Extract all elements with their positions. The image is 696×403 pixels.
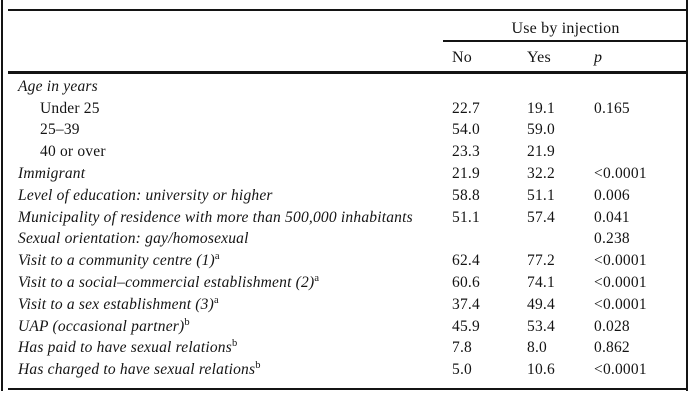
table-row: UAP (occasional partner)b 45.9 53.4 0.02… (0, 316, 696, 338)
row-label-text: Under 25 (40, 99, 100, 117)
row-label: Level of education: university or higher (18, 187, 273, 205)
table-row: Has charged to have sexual relationsb 5.… (0, 359, 696, 381)
cell-no: 37.4 (452, 295, 480, 313)
table-row: Under 25 22.7 19.1 0.165 (0, 98, 696, 120)
row-label-text: Has charged to have sexual relations (18, 361, 256, 379)
right-border-line (686, 0, 688, 391)
cell-p: <0.0001 (594, 252, 647, 270)
cell-yes: 77.2 (527, 252, 555, 270)
row-label-text: UAP (occasional partner) (18, 317, 185, 335)
cell-yes: 21.9 (527, 143, 555, 161)
row-footnote-marker: b (231, 338, 238, 350)
row-label: Municipality of residence with more than… (18, 209, 413, 227)
row-label-text: Visit to a community centre (1) (18, 252, 215, 270)
column-header-p: p (594, 49, 603, 66)
table-row: Age in years (0, 76, 696, 98)
cell-no: 60.6 (452, 274, 480, 292)
row-label: Visit to a social–commercial establishme… (18, 272, 320, 292)
row-label: Age in years (18, 78, 98, 96)
cell-p: 0.028 (594, 317, 630, 335)
row-label-text: 40 or over (40, 143, 106, 161)
row-label-text: Has paid to have sexual relations (18, 339, 232, 357)
header-bottom-rule (8, 71, 688, 74)
table-row: Sexual orientation: gay/homosexual 0.238 (0, 229, 696, 251)
cell-p: <0.0001 (594, 361, 647, 379)
table-body: Age in years Under 25 22.7 19.1 0.165 25… (0, 76, 696, 382)
row-label: Sexual orientation: gay/homosexual (18, 230, 249, 248)
cell-yes: 19.1 (527, 99, 555, 117)
cell-no: 23.3 (452, 143, 480, 161)
cell-p: <0.0001 (594, 295, 647, 313)
cell-p: 0.041 (594, 208, 630, 226)
cell-no: 22.7 (452, 99, 480, 117)
spanner-header: Use by injection (511, 20, 620, 37)
cell-no: 58.8 (452, 186, 480, 204)
table-row: Visit to a social–commercial establishme… (0, 272, 696, 294)
column-header-no: No (452, 49, 472, 66)
table-row: Visit to a community centre (1)a 62.4 77… (0, 250, 696, 272)
row-label: 25–39 (40, 121, 80, 139)
row-footnote-marker: b (184, 316, 190, 328)
cell-yes: 32.2 (527, 165, 555, 183)
row-label-text: 25–39 (40, 121, 80, 139)
row-footnote-marker: a (213, 294, 219, 306)
cell-no: 21.9 (452, 165, 480, 183)
cell-no: 5.0 (452, 361, 472, 379)
row-label: Under 25 (40, 100, 100, 118)
cell-no: 62.4 (452, 252, 480, 270)
cell-yes: 8.0 (527, 339, 547, 357)
column-header-yes: Yes (527, 49, 551, 66)
table-row: 40 or over 23.3 21.9 (0, 141, 696, 163)
cell-yes: 10.6 (527, 361, 555, 379)
row-label-text: Level of education: university or higher (18, 186, 273, 204)
row-label-text: Sexual orientation: gay/homosexual (18, 230, 249, 248)
row-label: Visit to a community centre (1)a (18, 251, 220, 270)
table-row: Has paid to have sexual relationsb 7.8 8… (0, 338, 696, 360)
row-label: UAP (occasional partner)b (18, 316, 190, 336)
cell-no: 7.8 (452, 339, 472, 357)
row-footnote-marker: b (255, 360, 261, 372)
row-label-text: Visit to a social–commercial establishme… (18, 274, 315, 292)
spanner-rule (443, 40, 688, 42)
row-footnote-marker: a (314, 272, 320, 284)
table-row: 25–39 54.0 59.0 (0, 120, 696, 142)
row-label: 40 or over (40, 143, 106, 161)
row-label-text: Municipality of residence with more than… (18, 208, 413, 226)
row-label-text: Visit to a sex establishment (3) (18, 295, 214, 313)
row-label: Immigrant (18, 165, 85, 183)
row-label: Has charged to have sexual relationsb (18, 360, 261, 379)
cell-p: <0.0001 (594, 165, 647, 183)
row-label: Visit to a sex establishment (3)a (18, 294, 219, 314)
row-label-text: Immigrant (18, 165, 86, 183)
cell-p: <0.0001 (594, 274, 647, 292)
top-rule (8, 9, 688, 11)
cell-no: 54.0 (452, 121, 480, 139)
cell-no: 51.1 (452, 208, 480, 226)
cell-yes: 53.4 (527, 317, 555, 335)
bottom-rule (8, 388, 688, 390)
cell-no: 45.9 (452, 317, 480, 335)
cell-p: 0.862 (594, 339, 630, 357)
table-row: Municipality of residence with more than… (0, 207, 696, 229)
cell-yes: 49.4 (527, 295, 555, 313)
cell-yes: 59.0 (527, 121, 555, 139)
cell-yes: 57.4 (527, 208, 555, 226)
left-border-line (1, 0, 3, 391)
cell-p: 0.006 (594, 186, 630, 204)
cell-yes: 74.1 (527, 274, 555, 292)
cell-p: 0.238 (594, 230, 630, 248)
cell-p: 0.165 (594, 99, 630, 117)
row-footnote-marker: a (214, 251, 220, 263)
table-row: Visit to a sex establishment (3)a 37.4 4… (0, 294, 696, 316)
table-row: Level of education: university or higher… (0, 185, 696, 207)
table-row: Immigrant 21.9 32.2 <0.0001 (0, 163, 696, 185)
cell-yes: 51.1 (527, 186, 555, 204)
row-label-text: Age in years (18, 77, 98, 95)
row-label: Has paid to have sexual relationsb (18, 339, 237, 357)
